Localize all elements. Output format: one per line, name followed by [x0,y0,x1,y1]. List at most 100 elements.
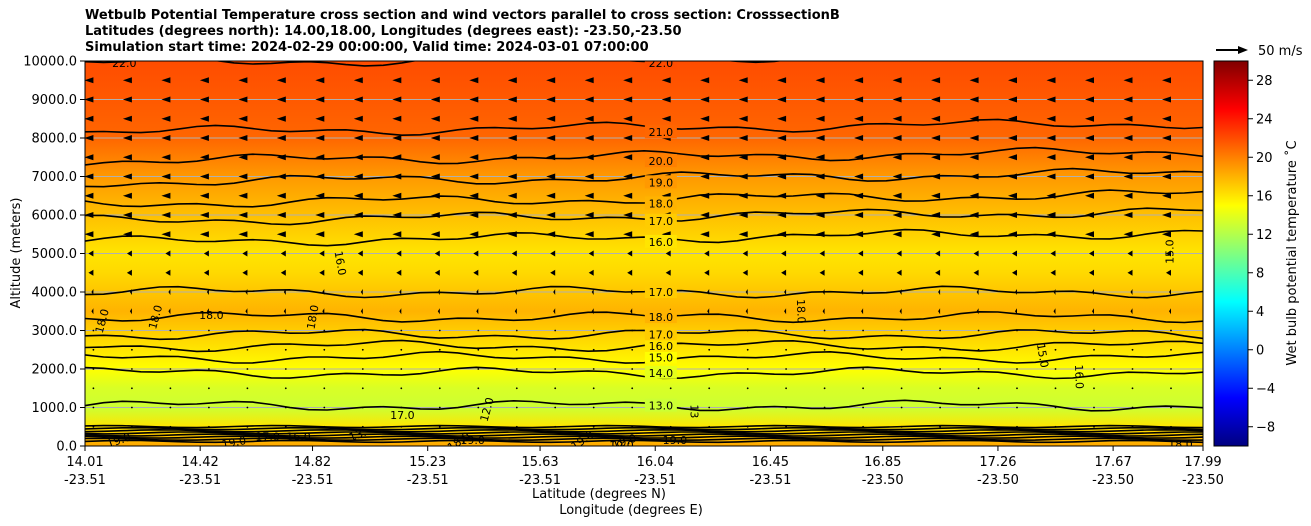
wind-arrow-111 [1016,368,1018,370]
wind-arrow-369 [892,192,902,199]
wind-arrow-394 [738,173,748,180]
wind-arrow-430 [1008,154,1017,161]
wind-arrow-113 [1093,368,1095,370]
wind-arrow-153 [400,329,403,332]
wind-arrow-117 [131,348,133,351]
wind-arrow-511 [777,96,787,103]
wind-arrow-332 [584,212,594,218]
wind-arrow-516 [969,96,979,103]
wind-arrow-248 [704,269,710,276]
wind-arrow-65 [361,387,364,390]
wind-arrow-212 [437,289,440,295]
wind-arrow-525 [199,77,209,84]
colorbar-tick-label-1: −4 [1256,382,1275,397]
wind-arrow-360 [546,192,556,199]
wind-arrow-200 [1092,308,1094,315]
wind-arrow-67 [438,387,441,390]
wind-arrow-351 [199,192,209,199]
wind-arrow-72 [631,387,634,390]
x-tick-lon-3: -23.51 [407,473,449,488]
wind-arrow-207 [245,289,248,295]
wind-arrow-259 [1127,269,1133,276]
wind-arrow-344 [1046,212,1056,218]
wind-arrow-184 [476,308,479,315]
wind-arrow-385 [392,173,402,180]
wind-arrow-188 [630,308,633,315]
contour-label-bg-8 [644,213,677,227]
wind-arrow-476 [546,115,556,122]
wind-arrow-154 [438,329,441,332]
y-tick-label-9: 9000.0 [32,93,78,108]
wind-arrow-114 [1131,368,1134,370]
wind-arrow-473 [430,115,440,122]
y-tick-label-8: 8000.0 [32,132,78,147]
wind-arrow-242 [473,269,479,276]
wind-arrow-506 [584,96,594,103]
wind-arrow-378 [122,173,132,180]
contour-line-20-0-11 [85,146,1203,166]
wind-arrow-31 [169,406,172,409]
wind-arrow-230 [1130,289,1133,295]
wind-arrow-252 [858,269,864,276]
wind-arrow-526 [238,77,248,84]
wind-arrow-515 [931,96,941,103]
wind-arrow-306 [700,231,710,238]
wind-arrow-309 [815,231,825,238]
wind-arrow-179 [283,308,286,315]
contour-label-bg-12 [644,125,677,139]
wind-arrow-540 [777,77,787,84]
wind-arrow-192 [784,308,787,315]
colorbar-scale [1213,60,1249,447]
wind-arrow-52 [977,406,980,409]
wind-arrow-221 [784,289,787,295]
wind-arrow-273 [550,250,556,257]
wind-arrow-7 [361,425,364,428]
y-tick-label-6: 6000.0 [32,209,78,224]
wind-arrow-58 [92,387,95,390]
wind-arrow-426 [854,154,864,161]
wind-arrow-315 [1046,231,1056,238]
wind-arrow-90 [208,368,210,370]
wind-arrow-281 [858,250,864,257]
wind-arrow-445 [469,135,479,141]
wind-arrow-110 [977,368,980,370]
wind-arrow-137 [900,348,903,351]
wind-arrow-264 [203,250,209,257]
y-axis: 0.0 1000.0 2000.0 3000.0 4000.0 5000.0 6000.0 7… [23,55,85,455]
wind-arrow-289 [1166,250,1171,257]
wind-arrow-129 [592,348,595,351]
wind-arrow-16 [708,425,711,428]
wind-arrow-41 [554,406,557,409]
wind-arrow-247 [665,269,671,276]
wind-arrow-481 [738,115,748,122]
wind-arrow-43 [631,406,634,409]
wind-arrow-17 [746,425,749,428]
wind-arrow-439 [238,135,248,141]
wind-key-arrow-head [1238,46,1248,54]
wind-arrow-21 [900,425,903,428]
wind-arrow-413 [353,154,363,161]
wind-arrow-529 [353,77,363,84]
wind-arrow-87 [92,368,95,370]
contour-label-bg-1 [644,365,677,379]
wind-arrow-538 [700,77,710,84]
wind-arrow-11 [515,425,518,428]
wind-arrow-208 [283,289,286,295]
wind-arrow-85 [1131,387,1134,390]
wind-arrow-537 [661,77,671,84]
wind-arrow-66 [400,387,403,390]
wind-arrow-84 [1093,387,1095,390]
wind-arrow-458 [969,135,979,141]
contour-extra-label-10: 17.0 [390,409,415,422]
wind-arrow-32 [208,406,210,409]
wind-arrow-186 [553,308,556,315]
x-tick-lon-5: -23.51 [634,473,676,488]
contour-extra-label-0: 22.0 [112,57,137,70]
wind-arrow-520 [1123,96,1133,103]
wind-arrow-382 [276,173,286,180]
wind-arrow-48 [823,406,826,409]
wind-arrow-319 [85,212,94,218]
wind-arrow-120 [246,348,249,351]
contour-line-16-0-3 [85,339,1203,353]
wind-arrow-518 [1046,96,1056,103]
